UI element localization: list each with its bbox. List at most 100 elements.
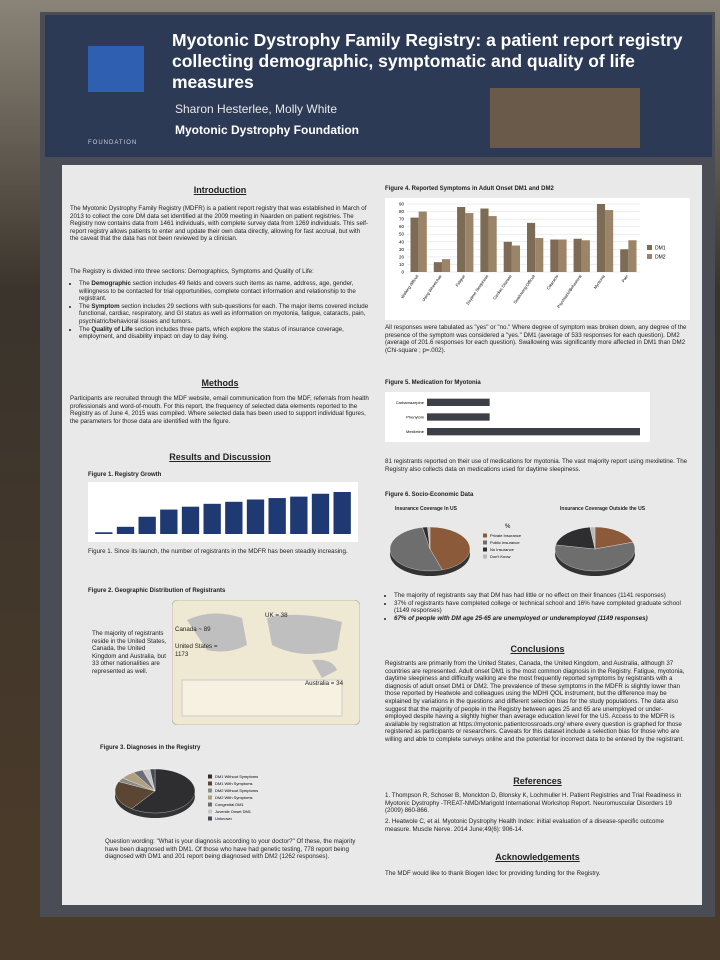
y-tick-label: 10 — [399, 262, 405, 267]
legend-swatch — [208, 795, 212, 800]
bar — [628, 240, 637, 272]
y-tick-label: 80 — [399, 209, 405, 214]
legend-swatch — [208, 788, 212, 793]
section-heading: Conclusions — [510, 644, 565, 654]
reference: 2. Heatwole C, et al. Myotonic Dystrophy… — [385, 818, 664, 833]
bar — [480, 208, 489, 272]
legend-label: DM1 Without Symptoms — [215, 774, 258, 779]
legend-swatch — [208, 781, 212, 786]
legend-swatch — [483, 547, 487, 552]
y-tick-label: 20 — [399, 254, 405, 259]
map-label: Australia = 34 — [305, 680, 344, 687]
figure-text: All responses were tabulated as "yes" or… — [385, 324, 687, 354]
pie-slice — [149, 768, 156, 792]
bullet-pre: The — [79, 302, 92, 310]
bullet-pre: The — [79, 325, 92, 333]
bullet: 37% of registrants have completed colleg… — [394, 600, 694, 615]
bar — [290, 496, 308, 534]
sections-intro: The Registry is divided into three secti… — [70, 268, 314, 275]
legend-label: DM2 With Symptoms — [215, 795, 253, 800]
legend-label: Unknown — [215, 816, 232, 821]
legend-swatch — [208, 809, 212, 814]
pie-slice — [427, 526, 431, 550]
bar — [581, 240, 590, 272]
bullet: The Quality of Life section includes thr… — [79, 326, 374, 341]
authors: Sharon Hesterlee, Molly White — [175, 102, 338, 116]
pie-slice — [429, 526, 471, 571]
bar — [427, 398, 490, 406]
y-tick-label: 0 — [401, 270, 404, 275]
bar — [441, 259, 451, 272]
bullet: The Symptom section includes 29 sections… — [79, 303, 374, 326]
legend-label: Private Insurance — [490, 533, 522, 538]
y-tick-label: 50 — [399, 232, 405, 237]
bar — [418, 211, 427, 272]
figure-title: Figure 6. Socio-Economic Data — [385, 492, 474, 498]
insurance-outside-pie — [554, 526, 636, 576]
y-tick-label: 30 — [399, 247, 405, 252]
bullet-text: section includes 49 fields and covers su… — [79, 280, 356, 303]
y-tick-label: Mexiletine — [406, 429, 425, 434]
bar — [160, 509, 178, 534]
bullet-term: Quality of Life — [91, 325, 133, 333]
bullet-term: Demographic — [91, 280, 131, 287]
legend-label: DM1 — [655, 246, 666, 252]
bar — [620, 249, 629, 272]
y-tick-label: 60 — [399, 224, 405, 229]
legend-swatch — [208, 816, 212, 821]
inset-chart — [181, 679, 343, 717]
section-heading: Results and Discussion — [169, 452, 271, 462]
pie-slice — [389, 527, 443, 572]
y-tick-label: Carbamazepine — [396, 400, 425, 405]
bullet-list: The majority of registrants say that DM … — [385, 592, 694, 622]
bar — [333, 492, 351, 534]
y-tick-label: 40 — [399, 239, 405, 244]
figure-title: Figure 1. Registry Growth — [88, 472, 162, 478]
legend-swatch — [483, 533, 487, 538]
figure-title: Figure 4. Reported Symptoms in Adult Ons… — [385, 186, 554, 192]
figure-title: Figure 2. Geographic Distribution of Reg… — [88, 588, 226, 594]
section-heading: Methods — [201, 378, 239, 388]
bullet-pre: The — [79, 280, 92, 287]
bullet: 67% of people with DM age 25-65 are unem… — [394, 615, 694, 623]
legend-label: Public Insurance — [490, 540, 520, 545]
bar — [116, 526, 135, 534]
section-heading: Introduction — [193, 185, 247, 195]
pie-slice — [594, 526, 634, 550]
pie-slice — [555, 527, 596, 550]
logo — [88, 46, 144, 92]
continent — [187, 613, 247, 652]
section-heading: Acknowledgements — [495, 852, 580, 862]
pie-title: Insurance Coverage Outside the US — [560, 506, 646, 512]
legend-label: Don't Know — [490, 554, 510, 559]
bar — [503, 241, 512, 272]
bar — [526, 222, 536, 272]
organization: Myotonic Dystrophy Foundation — [175, 123, 359, 137]
legend-swatch — [483, 554, 487, 559]
world-map — [172, 600, 360, 725]
photo — [490, 88, 640, 148]
figure-text: Question wording: "What is your diagnosi… — [105, 838, 356, 861]
figure-text: The majority of registrants reside in th… — [92, 630, 167, 675]
bar — [181, 506, 200, 534]
continent — [267, 614, 342, 654]
bullet: The majority of registrants say that DM … — [394, 592, 694, 600]
bullet: The Demographic section includes 49 fiel… — [79, 280, 374, 303]
pie-slice — [589, 526, 596, 550]
bar — [95, 532, 113, 534]
reference: 1. Thompson R, Schoser B, Monckton D, Bl… — [385, 792, 682, 815]
diagnosis-pie: DM1 Without Symptoms DM1 With Symptoms DM2… — [114, 768, 258, 821]
figure-caption: Figure 1. Since its launch, the number o… — [88, 548, 348, 555]
bullet-text: section includes 29 sections with sub-qu… — [79, 302, 369, 325]
map-label: UK = 38 — [265, 612, 288, 619]
bar — [596, 204, 606, 272]
section-heading: References — [513, 776, 562, 786]
legend-swatch — [483, 540, 487, 545]
legend-swatch — [647, 245, 652, 250]
bar — [311, 493, 330, 534]
legend-label: Juvenile Onset DM1 — [215, 809, 252, 814]
bar — [535, 238, 544, 272]
bar — [433, 262, 442, 272]
